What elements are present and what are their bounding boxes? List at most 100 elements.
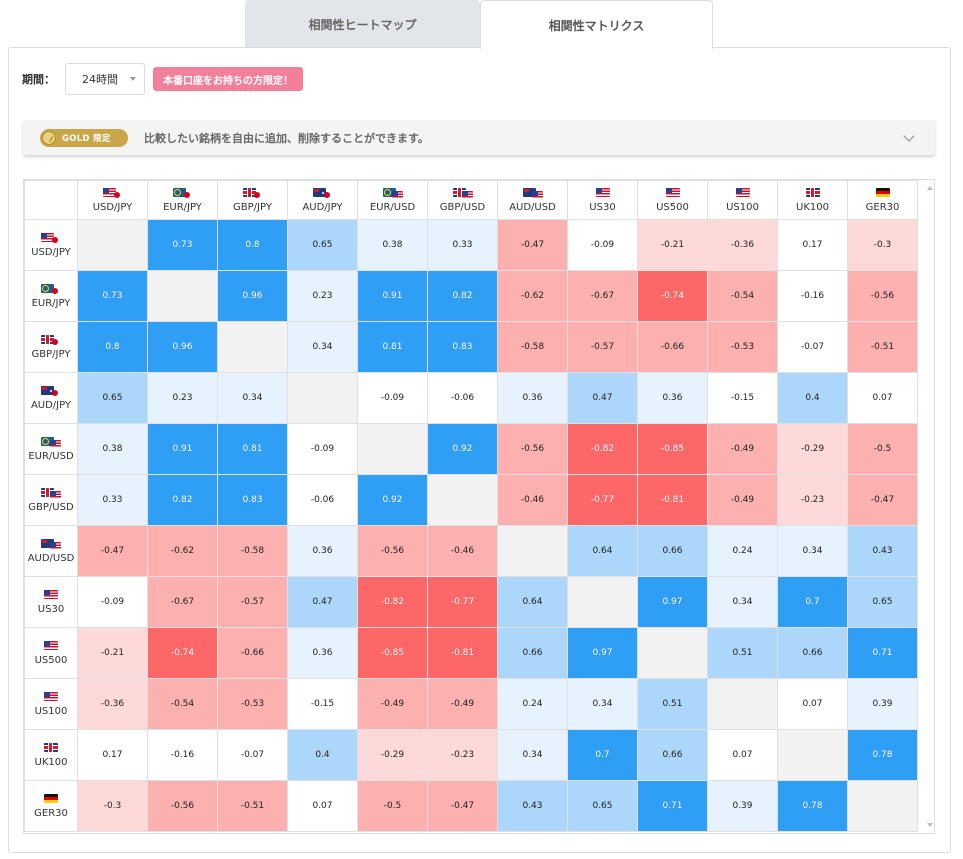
table-row: US30 -0.09 -0.67 -0.57 0.47 -0.82 -0.77 0.64 0.9… [24, 576, 918, 628]
matrix-cell: -0.54 [147, 678, 218, 730]
matrix-cell: 0.36 [287, 627, 358, 679]
matrix-cell: 0.47 [567, 372, 638, 424]
matrix-cell: -0.23 [777, 474, 848, 526]
table-row: GER30 -0.3 -0.56 -0.51 0.07 -0.5 -0.47 0.43 0.65… [24, 780, 918, 832]
column-header-eur-jpy: EUR/JPY [147, 180, 218, 220]
matrix-cell: -0.06 [427, 372, 498, 424]
matrix-cell: 0.8 [77, 321, 148, 373]
matrix-cell: 0.82 [147, 474, 218, 526]
matrix-cell: 0.66 [497, 627, 568, 679]
column-header-label: GBP/USD [439, 201, 486, 213]
tab-bar: 相関性ヒートマップ 相関性マトリクス [245, 0, 713, 49]
matrix-cell: 0.34 [567, 678, 638, 730]
matrix-cell: 0.83 [427, 321, 498, 373]
matrix-cell: 0.4 [287, 729, 358, 781]
matrix-cell: -0.66 [637, 321, 708, 373]
flag-us-icon [592, 187, 614, 199]
live-account-badge: 本番口座をお持ちの方限定！ [153, 67, 303, 91]
matrix-cell [847, 780, 918, 832]
matrix-cell: -0.15 [707, 372, 778, 424]
flag-au-jp-icon [312, 187, 334, 199]
row-header-us30: US30 [24, 576, 78, 628]
matrix-cell: 0.81 [357, 321, 428, 373]
matrix-scrollbar[interactable] [925, 180, 935, 833]
scroll-down-icon[interactable] [927, 823, 933, 827]
tab-correlation-heatmap[interactable]: 相関性ヒートマップ [245, 0, 480, 48]
row-header-label: USD/JPY [31, 246, 71, 258]
flag-eu-us-icon [40, 436, 62, 448]
matrix-cell: -0.81 [427, 627, 498, 679]
matrix-cell: 0.34 [497, 729, 568, 781]
matrix-cell: 0.39 [707, 780, 778, 832]
column-header-gbp-jpy: GBP/JPY [217, 180, 288, 220]
period-select-value: 24時間 [82, 73, 118, 86]
row-header-label: EUR/JPY [31, 297, 71, 309]
flag-au-jp-icon [40, 385, 62, 397]
matrix-cell: 0.8 [217, 219, 288, 271]
flag-gb-jp-icon [242, 187, 264, 199]
flag-us-icon [40, 589, 62, 601]
matrix-cell [77, 219, 148, 271]
matrix-cell: 0.07 [777, 678, 848, 730]
gold-feature-bar[interactable]: GOLD 限定 比較したい銘柄を自由に追加、削除することができます。 [23, 120, 935, 155]
matrix-cell: 0.64 [497, 576, 568, 628]
row-header-us100: US100 [24, 678, 78, 730]
flag-us-icon [40, 640, 62, 652]
gold-coin-icon [42, 130, 56, 145]
matrix-cell: 0.73 [147, 219, 218, 271]
table-row: US100 -0.36 -0.54 -0.53 -0.15 -0.49 -0.49 0.24 0… [24, 678, 918, 730]
matrix-cell [567, 576, 638, 628]
flag-us-icon [40, 691, 62, 703]
matrix-cell: 0.07 [847, 372, 918, 424]
matrix-cell: -0.07 [217, 729, 288, 781]
matrix-cell: -0.09 [287, 423, 358, 475]
matrix-cell: 0.38 [77, 423, 148, 475]
period-select[interactable]: 24時間 [65, 63, 145, 95]
row-header-label: US100 [34, 705, 68, 717]
row-header-label: AUD/USD [27, 552, 75, 564]
row-header-label: GBP/JPY [31, 348, 71, 360]
matrix-cell [147, 270, 218, 322]
row-header-aud-usd: AUD/USD [24, 525, 78, 577]
matrix-cell: -0.5 [847, 423, 918, 475]
row-header-usd-jpy: USD/JPY [24, 219, 78, 271]
matrix-cell: -0.56 [147, 780, 218, 832]
table-row: USD/JPY 0.73 0.8 0.65 0.38 0.33 -0.47 -0.09 -0.2… [24, 219, 918, 271]
matrix-cell [357, 423, 428, 475]
matrix-cell: -0.51 [217, 780, 288, 832]
matrix-cell: 0.66 [637, 729, 708, 781]
matrix-cell [777, 729, 848, 781]
period-label: 期間： [22, 73, 55, 86]
column-header-label: EUR/USD [369, 201, 416, 213]
matrix-cell: -0.67 [567, 270, 638, 322]
matrix-cell: 0.92 [357, 474, 428, 526]
matrix-cell: -0.82 [567, 423, 638, 475]
matrix-cell: 0.24 [497, 678, 568, 730]
flag-de-icon [872, 187, 894, 199]
matrix-cell: 0.65 [287, 219, 358, 271]
matrix-cell: 0.65 [77, 372, 148, 424]
column-header-usd-jpy: USD/JPY [77, 180, 148, 220]
matrix-cell: -0.67 [147, 576, 218, 628]
matrix-cell: -0.62 [147, 525, 218, 577]
scroll-up-icon[interactable] [927, 186, 933, 190]
matrix-cell: 0.66 [777, 627, 848, 679]
matrix-cell: 0.51 [637, 678, 708, 730]
matrix-cell: -0.3 [847, 219, 918, 271]
chevron-down-icon[interactable] [903, 130, 915, 142]
column-header-label: AUD/JPY [302, 201, 343, 213]
matrix-cell: -0.53 [217, 678, 288, 730]
column-header-us100: US100 [707, 180, 778, 220]
row-header-label: GER30 [34, 807, 68, 819]
matrix-cell: -0.54 [707, 270, 778, 322]
tab-correlation-matrix[interactable]: 相関性マトリクス [480, 0, 713, 49]
flag-gb-us-icon [40, 487, 62, 499]
column-header-label: GER30 [865, 201, 900, 213]
matrix-cell: 0.71 [637, 780, 708, 832]
row-header-us500: US500 [24, 627, 78, 679]
matrix-cell: -0.49 [707, 474, 778, 526]
column-header-ger30: GER30 [847, 180, 918, 220]
correlation-matrix: USD/JPY EUR/JPY GBP/JPY AUD/JPY EUR/USD GBP/U… [23, 179, 935, 834]
column-header-label: UK100 [796, 201, 829, 213]
period-row: 期間： 24時間 本番口座をお持ちの方限定！ [22, 63, 303, 95]
